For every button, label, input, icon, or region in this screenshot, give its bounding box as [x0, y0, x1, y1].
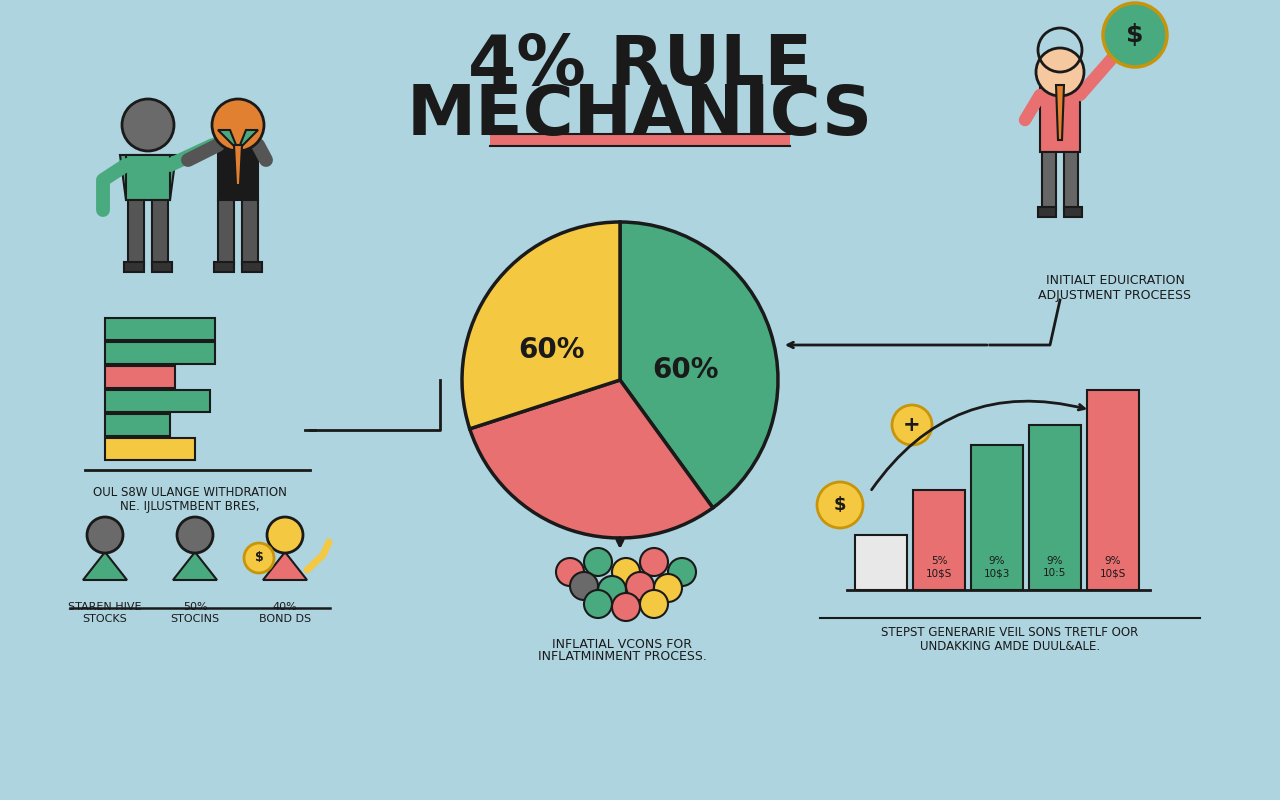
Wedge shape: [470, 380, 713, 538]
Polygon shape: [234, 145, 242, 185]
Circle shape: [584, 590, 612, 618]
Text: 60%: 60%: [652, 356, 718, 384]
Circle shape: [892, 405, 932, 445]
Circle shape: [177, 517, 212, 553]
Bar: [1064, 207, 1082, 217]
Text: 9%
10$S: 9% 10$S: [1100, 557, 1126, 578]
Bar: [105, 318, 215, 340]
Circle shape: [244, 543, 274, 573]
Text: UNDAKKING AMDE DUUL&ALE.: UNDAKKING AMDE DUUL&ALE.: [920, 641, 1100, 654]
Polygon shape: [218, 130, 238, 150]
Bar: [242, 262, 262, 272]
Circle shape: [598, 576, 626, 604]
Bar: [124, 262, 143, 272]
Polygon shape: [238, 130, 259, 150]
Bar: [1042, 152, 1056, 210]
Circle shape: [1103, 3, 1167, 67]
Text: 60%: 60%: [518, 336, 585, 364]
Bar: [105, 390, 210, 412]
Bar: [1029, 425, 1082, 590]
Bar: [152, 262, 172, 272]
Circle shape: [570, 572, 598, 600]
Circle shape: [640, 590, 668, 618]
Wedge shape: [462, 222, 620, 429]
Text: $: $: [1126, 23, 1144, 47]
Text: NE. IJLUSTMBENT BRES,: NE. IJLUSTMBENT BRES,: [120, 500, 260, 513]
Bar: [218, 125, 259, 200]
Polygon shape: [173, 552, 218, 580]
Bar: [913, 490, 965, 590]
Bar: [214, 262, 234, 272]
Bar: [242, 200, 259, 265]
Circle shape: [612, 593, 640, 621]
Bar: [125, 155, 170, 200]
Text: INFLATIAL VCONS FOR: INFLATIAL VCONS FOR: [552, 638, 692, 650]
Bar: [105, 414, 170, 436]
Text: 9%
10:5: 9% 10:5: [1043, 557, 1066, 578]
Circle shape: [1036, 48, 1084, 96]
Text: INFLATMINMENT PROCESS.: INFLATMINMENT PROCESS.: [538, 650, 707, 663]
Circle shape: [817, 482, 863, 528]
Circle shape: [654, 574, 682, 602]
Circle shape: [556, 558, 584, 586]
Text: MECHANICS: MECHANICS: [407, 82, 873, 149]
Circle shape: [87, 517, 123, 553]
Text: 4% RULE: 4% RULE: [468, 31, 812, 98]
Bar: [972, 445, 1023, 590]
Text: 9%
10$3: 9% 10$3: [984, 557, 1010, 578]
Polygon shape: [262, 552, 307, 580]
Bar: [105, 438, 195, 460]
Text: STEPST GENERARIE VEIL SONS TRETLF OOR: STEPST GENERARIE VEIL SONS TRETLF OOR: [882, 626, 1139, 638]
Bar: [1038, 207, 1056, 217]
Polygon shape: [1056, 85, 1064, 140]
Polygon shape: [120, 155, 177, 200]
Text: +: +: [904, 415, 920, 435]
Circle shape: [668, 558, 696, 586]
Bar: [152, 200, 168, 265]
Bar: [1039, 80, 1080, 152]
Text: $: $: [833, 496, 846, 514]
Bar: [855, 535, 908, 590]
Circle shape: [268, 517, 303, 553]
Bar: [105, 342, 215, 364]
Bar: [1087, 390, 1139, 590]
Bar: [218, 200, 234, 265]
Text: 5%
10$S: 5% 10$S: [925, 557, 952, 578]
Bar: [1064, 152, 1078, 210]
Text: ADJUSTMENT PROCEESS: ADJUSTMENT PROCEESS: [1038, 289, 1192, 302]
Circle shape: [584, 548, 612, 576]
Circle shape: [122, 99, 174, 151]
Circle shape: [612, 558, 640, 586]
Text: STAREN HIVE
STOCKS: STAREN HIVE STOCKS: [68, 602, 142, 624]
Circle shape: [626, 572, 654, 600]
Bar: [128, 200, 143, 265]
Wedge shape: [620, 222, 778, 508]
Polygon shape: [83, 552, 127, 580]
Bar: [490, 134, 790, 146]
Circle shape: [640, 548, 668, 576]
Text: INITIALT EDUICRATION: INITIALT EDUICRATION: [1046, 274, 1184, 286]
Circle shape: [212, 99, 264, 151]
Text: OUL S8W ULANGE WITHDRATION: OUL S8W ULANGE WITHDRATION: [93, 486, 287, 499]
Text: 40%
BOND DS: 40% BOND DS: [259, 602, 311, 624]
Bar: [105, 366, 175, 388]
Text: 50%
STOCINS: 50% STOCINS: [170, 602, 220, 624]
Text: $: $: [255, 551, 264, 565]
